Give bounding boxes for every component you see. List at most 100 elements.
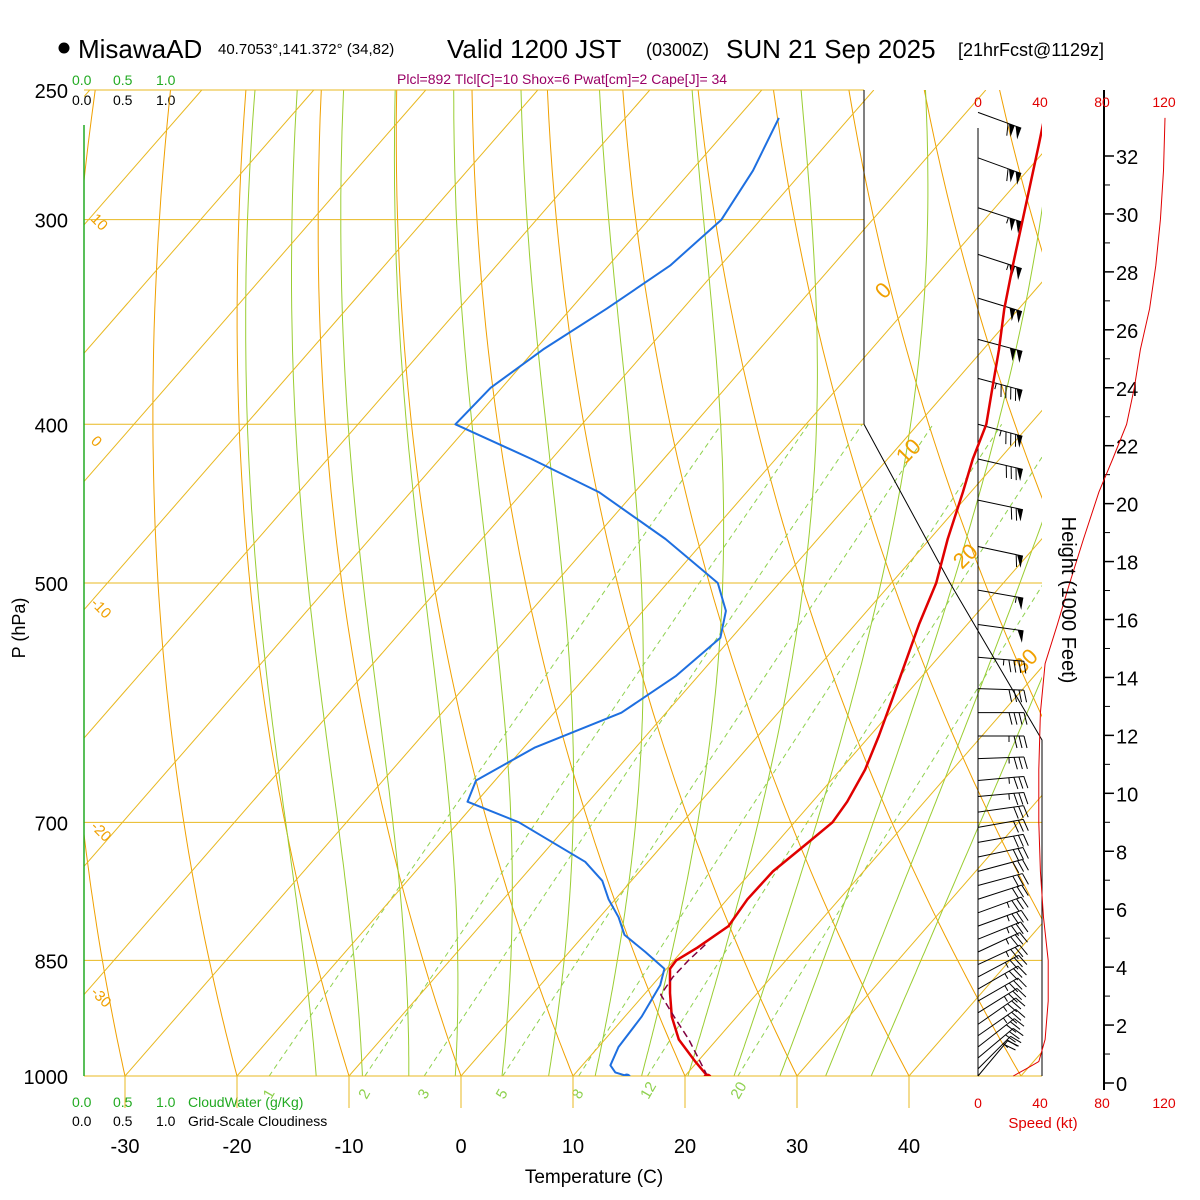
mixing-ratio-label: 8 (569, 1086, 588, 1102)
wind-barb-pennant (1017, 597, 1024, 610)
wind-barb-flag (1007, 1003, 1018, 1013)
wind-barb-pennant (1015, 171, 1022, 185)
wind-barb-flag (1017, 860, 1025, 872)
wind-barb (977, 846, 1029, 861)
wind-barb-flag (1017, 820, 1024, 832)
wind-barb-flag (1017, 848, 1024, 860)
wind-barb-flag (1022, 834, 1029, 846)
wind-barb (977, 818, 1029, 833)
wind-barb (977, 656, 1027, 674)
wind-barb-flag (1017, 835, 1024, 847)
wind-barb-shaft (977, 157, 1022, 174)
dry-adiabat-line (1142, 61, 1200, 1111)
temperature-axis: -30 -20 -10 0 10 20 30 40 (111, 1076, 920, 1158)
wind-barb-flag (1020, 910, 1029, 921)
wind-barb-half-flag (1005, 938, 1010, 945)
speed-tick-top: 80 (1094, 94, 1110, 110)
moist-adiabat-line (393, 90, 459, 1076)
cloudiness-axis-label: Grid-Scale Cloudiness (188, 1113, 327, 1129)
station-coords: 40.7053°,141.372° (34,82) (218, 41, 394, 58)
temperature-tick-label: 30 (786, 1136, 808, 1158)
wind-barb-shaft (977, 805, 1024, 813)
parcel-path (660, 942, 709, 1076)
wind-barb-flag (1020, 896, 1029, 908)
mixing-ratio-line (364, 424, 809, 1076)
wind-barb-flag (1014, 946, 1024, 958)
wind-barb-flag (1010, 925, 1020, 936)
wind-barb-flag (1007, 1014, 1018, 1024)
wind-barb-shaft (977, 896, 1022, 914)
dry-adiabat-line (395, 90, 574, 1076)
surface-temperature-dot (703, 1073, 712, 1076)
wind-barb-shaft (977, 656, 1024, 662)
wind-barb-flag (1008, 982, 1019, 993)
wind-barb-half-flag (1014, 596, 1017, 603)
wind-barb-half-flag (1006, 902, 1010, 909)
valid-time: Valid 1200 JST (447, 34, 622, 64)
mixing-ratio-label: 12 (637, 1079, 660, 1102)
wind-barb-flag (1018, 776, 1024, 789)
wind-barb-pennant (1016, 309, 1022, 324)
wind-barb (977, 499, 1024, 522)
wind-barb-pennant (1009, 347, 1016, 362)
wind-barb-flag (1019, 932, 1028, 943)
height-tick-label: 18 (1116, 553, 1138, 575)
cloudwater-tick-bottom-0: 0.0 (72, 1094, 92, 1110)
wind-barb-shaft (977, 932, 1020, 953)
dry-adiabat-label: 0 (87, 433, 105, 451)
wind-barb (977, 623, 1024, 643)
speed-tick-bottom: 40 (1032, 1095, 1048, 1111)
wind-barb-shaft (977, 858, 1023, 872)
wind-barb-flag (1006, 123, 1009, 136)
temperature-tick-label: -30 (111, 1136, 140, 1158)
dry-adiabat-line (236, 90, 350, 1076)
wind-barb-flag (1019, 944, 1028, 956)
wind-barb-shaft (977, 846, 1024, 858)
moist-adiabat-line (870, 676, 1042, 1076)
pressure-tick-label: 1000 (24, 1067, 69, 1089)
wind-barb-shaft (977, 377, 1023, 391)
height-tick-label: 32 (1116, 147, 1138, 169)
moist-adiabat-line (245, 90, 317, 1076)
wind-barb (978, 712, 1028, 725)
wind-barb-flag (1015, 923, 1024, 935)
wind-barb (977, 791, 1029, 806)
wind-barb-shaft (977, 546, 1024, 557)
cloudwater-tick-top-1: 0.5 (113, 72, 133, 88)
wind-barb-flag (1023, 776, 1029, 789)
wind-barb-flag (1013, 735, 1018, 749)
wind-barb-half-flag (1006, 264, 1009, 271)
wind-barb (977, 1035, 1022, 1070)
wind-barb-flag (1013, 777, 1019, 790)
temperature-profile (668, 122, 1042, 1076)
mixing-ratio-label: 20 (727, 1079, 750, 1102)
wind-barb-half-flag (1006, 915, 1010, 922)
cloudiness-tick-bottom-1: 0.5 (113, 1113, 133, 1129)
wind-barb-pennant (1017, 554, 1023, 568)
wind-barb-flag (1013, 793, 1019, 806)
height-tick-label: 28 (1116, 263, 1138, 285)
dry-adiabat-line (622, 90, 910, 1076)
wind-barb-shaft (977, 297, 1023, 313)
cloudiness-tick-bottom-2: 1.0 (156, 1113, 176, 1129)
wind-barb-shaft (977, 965, 1019, 990)
mixing-ratio-label: 2 (355, 1086, 374, 1102)
wind-barb-shaft (977, 909, 1022, 927)
moist-adiabat-line (291, 90, 363, 1076)
dry-adiabat-line (848, 90, 1042, 718)
wind-barb-flag (1023, 792, 1029, 805)
wind-barb (977, 775, 1029, 790)
wind-barb-half-flag (1006, 927, 1010, 934)
wind-barb-shaft (977, 623, 1024, 632)
mixing-ratio-label: 5 (493, 1086, 512, 1102)
wind-barb-shaft (977, 499, 1024, 511)
wind-barb-flag (1013, 660, 1017, 673)
wind-barb-half-flag (1004, 962, 1009, 968)
wind-barb-pennant (1016, 467, 1023, 482)
dry-adiabat-line (772, 90, 1042, 921)
forecast-info: [21hrFcst@1129z] (958, 40, 1104, 60)
isotherm-line (796, 794, 1042, 1076)
temperature-tick-label: 40 (898, 1136, 920, 1158)
wind-barb-flag (1012, 835, 1019, 848)
cloudiness-tick-bottom-0: 0.0 (72, 1113, 92, 1129)
